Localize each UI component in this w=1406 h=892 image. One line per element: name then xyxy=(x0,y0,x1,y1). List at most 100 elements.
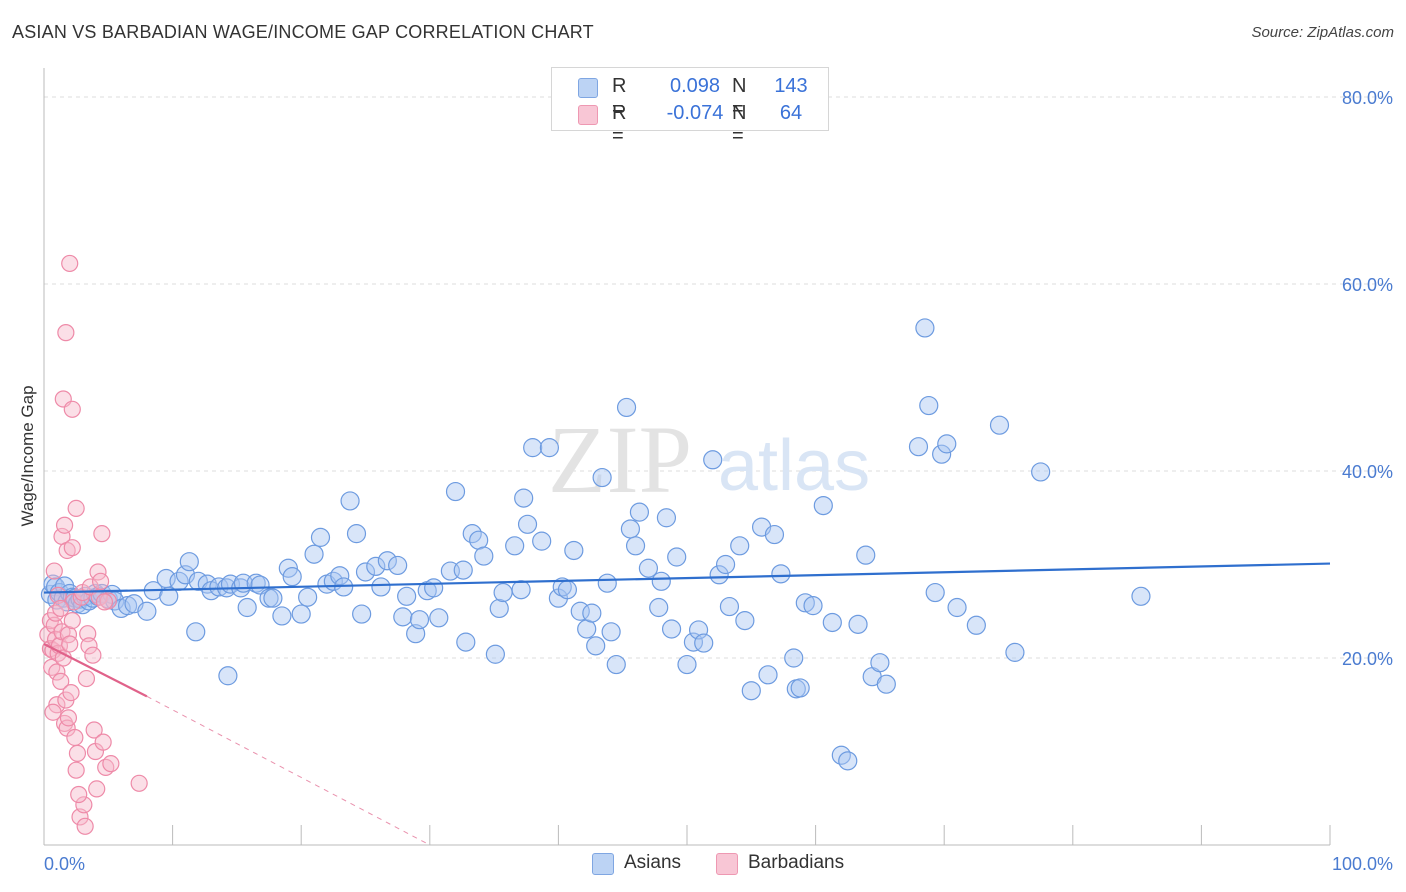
asian-point xyxy=(625,536,646,556)
asian-point xyxy=(340,491,360,511)
asian-point xyxy=(186,622,206,642)
asian-point xyxy=(582,603,602,623)
asian-point xyxy=(456,632,476,652)
asian-point xyxy=(355,562,376,582)
asian-point xyxy=(620,519,641,539)
legend-r-label: R = xyxy=(612,102,627,147)
asian-point xyxy=(966,615,986,635)
asian-point xyxy=(908,437,929,457)
barbadian-point xyxy=(102,755,120,773)
asian-point xyxy=(346,524,367,544)
correlation-legend: R = 0.098 N = 143 R = -0.074 N = 64 xyxy=(551,67,829,147)
barbadian-trend-extension xyxy=(146,695,431,846)
asian-point xyxy=(915,318,935,338)
asian-point xyxy=(870,653,890,673)
asian-point xyxy=(445,481,466,502)
asian-point xyxy=(629,502,650,522)
barbadian-point xyxy=(130,774,148,792)
barbadian-point xyxy=(88,780,106,798)
asian-point xyxy=(838,751,858,771)
barbadian-point xyxy=(66,728,84,747)
asian-point xyxy=(771,564,791,584)
asian-point xyxy=(453,560,473,580)
asian-point xyxy=(790,678,810,698)
asian-point xyxy=(741,681,761,701)
trend-lines xyxy=(43,562,1331,846)
barbadian-point xyxy=(52,672,70,690)
asian-point xyxy=(304,544,324,564)
asian-point xyxy=(925,582,945,603)
y-tick-label: 80.0% xyxy=(1342,88,1393,108)
barbadian-point xyxy=(62,683,80,702)
asian-point xyxy=(715,554,736,575)
asian-point xyxy=(424,578,444,598)
asian-point xyxy=(694,633,714,653)
asian-point xyxy=(137,601,157,621)
asian-point xyxy=(250,575,270,595)
asian-point xyxy=(397,586,417,606)
asian-point xyxy=(764,524,785,545)
asian-point xyxy=(511,580,531,600)
asian-point xyxy=(564,540,584,561)
asian-point xyxy=(703,450,723,470)
asian-point xyxy=(532,531,552,551)
asian-point xyxy=(514,488,534,508)
y-axis-label: Wage/Income Gap xyxy=(18,385,37,527)
asian-swatch xyxy=(578,78,598,98)
asian-point xyxy=(1131,586,1151,606)
barbadian-swatch xyxy=(578,105,598,125)
asian-point xyxy=(758,665,778,685)
barbadian-point xyxy=(68,744,87,762)
barbadian-point xyxy=(67,761,85,779)
asian-point xyxy=(856,545,876,565)
y-tick-label: 40.0% xyxy=(1342,462,1393,482)
asian-point xyxy=(667,547,687,567)
barbadian-point xyxy=(67,499,85,517)
asian-point xyxy=(656,508,677,528)
asian-trend-line xyxy=(43,562,1331,594)
asian-point xyxy=(577,619,597,639)
barbadian-point xyxy=(46,604,65,622)
asian-point xyxy=(517,514,538,534)
asian-point xyxy=(730,536,750,556)
asian-point xyxy=(159,586,179,606)
chart-title: ASIAN VS BARBADIAN WAGE/INCOME GAP CORRE… xyxy=(12,22,594,42)
asian-point xyxy=(784,648,804,668)
barbadian-point xyxy=(59,709,78,727)
asian-point xyxy=(616,397,637,418)
barbadian-point xyxy=(95,593,114,611)
barbadian-point xyxy=(91,572,110,590)
x-tick-label: 100.0% xyxy=(1332,854,1393,874)
legend-r-value: -0.074 xyxy=(666,102,724,124)
asian-point xyxy=(932,444,952,464)
asian-point xyxy=(237,597,257,618)
asian-point xyxy=(352,604,372,624)
asian-point xyxy=(822,612,842,633)
asian-point xyxy=(795,593,815,613)
asian-point xyxy=(552,577,572,597)
asian-points xyxy=(40,318,1151,771)
asian-legend-label: Asians xyxy=(624,852,682,873)
asian-point xyxy=(209,577,229,597)
asian-point xyxy=(638,558,659,578)
asian-point xyxy=(117,596,138,616)
asian-point xyxy=(263,588,283,608)
source-credit: Source: ZipAtlas.com xyxy=(1251,24,1394,41)
axes xyxy=(43,68,1331,846)
barbadian-point xyxy=(61,635,79,653)
barbadian-point xyxy=(84,646,102,664)
asian-point xyxy=(330,566,350,586)
asian-point xyxy=(377,551,397,571)
barbadian-point xyxy=(77,669,96,688)
barbadian-legend-swatch xyxy=(716,853,738,875)
x-tick-label: 0.0% xyxy=(44,854,85,874)
asian-point xyxy=(597,573,617,593)
barbadian-point xyxy=(85,721,103,739)
barbadian-point xyxy=(45,562,63,580)
asian-point xyxy=(813,495,833,516)
asian-point xyxy=(661,619,682,639)
asian-point xyxy=(485,644,505,664)
watermark-atlas: atlas xyxy=(718,426,870,506)
asian-point xyxy=(1005,642,1025,662)
